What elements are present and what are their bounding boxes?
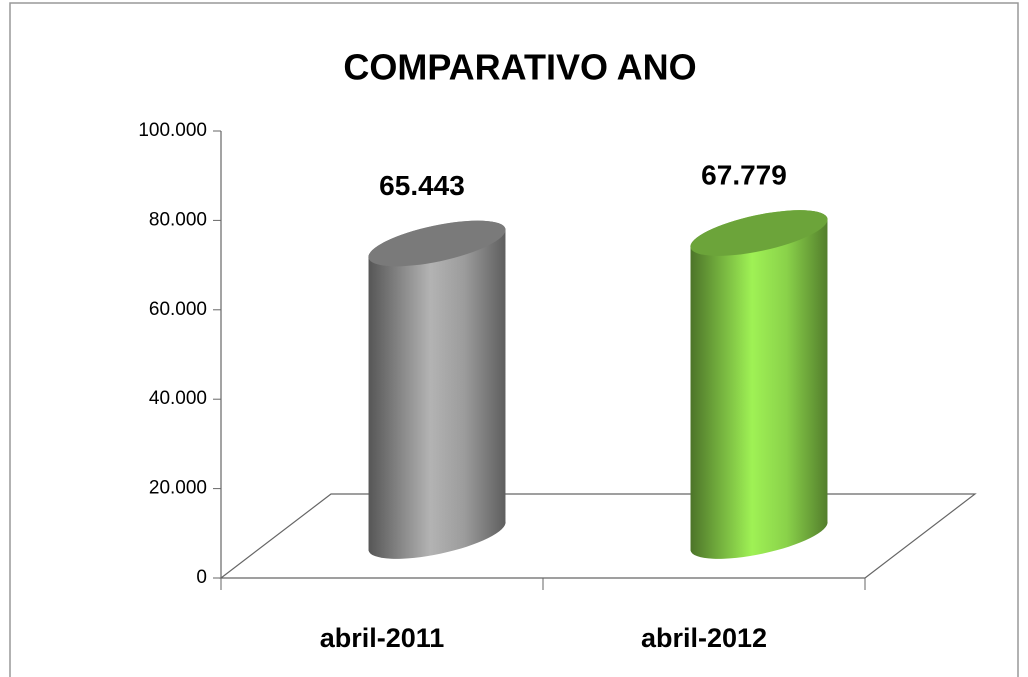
y-tick-label: 0 bbox=[196, 567, 207, 588]
y-tick-label: 100.000 bbox=[138, 120, 207, 141]
y-tick-label: 60.000 bbox=[149, 299, 207, 320]
floor bbox=[219, 493, 977, 579]
x-tick-label: abril-2011 bbox=[320, 623, 445, 653]
x-tick-label: abril-2012 bbox=[641, 623, 767, 653]
y-tick-label: 40.000 bbox=[149, 388, 207, 409]
value-label: 65.443 bbox=[379, 170, 465, 201]
y-tick-label: 80.000 bbox=[149, 209, 207, 230]
cylinder-top bbox=[368, 220, 506, 267]
cylinder-body bbox=[368, 220, 506, 559]
cylinder-body bbox=[690, 210, 828, 559]
chart-title: COMPARATIVO ANO bbox=[343, 47, 696, 88]
y-tick-label: 20.000 bbox=[149, 478, 207, 499]
cylinder-top bbox=[690, 210, 828, 256]
chart-border bbox=[9, 2, 1019, 677]
value-label: 67.779 bbox=[701, 159, 787, 190]
